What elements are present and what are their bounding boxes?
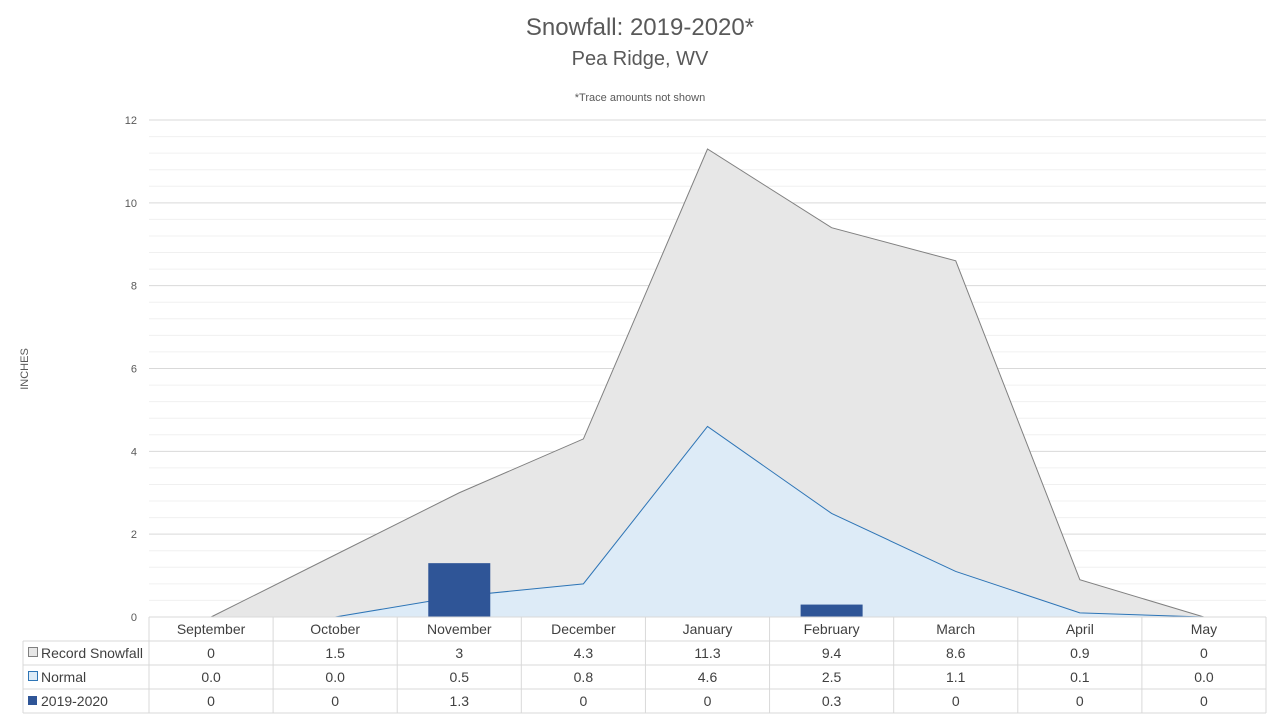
- table-cell: 0.1: [1070, 669, 1090, 685]
- y-tick-label: 12: [125, 115, 137, 127]
- table-cell: 0.0: [325, 669, 345, 685]
- category-label: February: [804, 621, 860, 637]
- table-cell: 9.4: [822, 645, 842, 661]
- legend-label: Record Snowfall: [41, 645, 143, 661]
- table-cell: 0: [952, 693, 960, 709]
- table-cell: 4.3: [574, 645, 594, 661]
- y-tick-label: 8: [131, 281, 137, 293]
- table-cell: 0: [331, 693, 339, 709]
- table-cell: 1.1: [946, 669, 966, 685]
- chart-title: Snowfall: 2019-2020*: [526, 14, 754, 41]
- data-table: September October November December January F…: [22, 616, 1267, 714]
- table-cell: 8.6: [946, 645, 966, 661]
- chart-subtitle: Pea Ridge, WV: [572, 48, 709, 70]
- y-axis-ticks: 0 2 4 6 8 10 12: [125, 115, 137, 624]
- category-label: May: [1191, 621, 1217, 637]
- legend-key: [28, 647, 38, 657]
- legend-key: [28, 696, 37, 705]
- legend-key: [28, 671, 38, 681]
- table-cell: 1.3: [450, 693, 470, 709]
- table-cell: 0: [579, 693, 587, 709]
- table-cell: 0.8: [574, 669, 594, 685]
- legend-label: 2019-2020: [41, 693, 108, 709]
- area-record-snowfall: [211, 148, 1204, 617]
- table-cell: 11.3: [694, 645, 720, 661]
- y-tick-label: 4: [131, 446, 137, 458]
- category-label: November: [427, 621, 492, 637]
- y-axis-label: INCHES: [19, 348, 31, 390]
- category-label: April: [1066, 621, 1094, 637]
- table-cell: 0.3: [822, 693, 842, 709]
- legend-label: Normal: [41, 669, 86, 685]
- bar-february: [800, 604, 863, 617]
- bar-november: [428, 563, 491, 617]
- line-record-snowfall: [210, 148, 1205, 618]
- table-cell: 4.6: [698, 669, 718, 685]
- y-tick-label: 0: [131, 612, 137, 624]
- table-cell: 1.5: [325, 645, 345, 661]
- table-cell: 0.0: [201, 669, 221, 685]
- y-tick-label: 10: [125, 198, 137, 210]
- table-cell: 3: [455, 645, 463, 661]
- y-tick-label: 6: [131, 364, 137, 376]
- y-tick-label: 2: [131, 529, 137, 541]
- table-cell: 0.5: [450, 669, 470, 685]
- category-label: December: [551, 621, 616, 637]
- chart-note: *Trace amounts not shown: [575, 92, 705, 104]
- area-normal: [211, 426, 1204, 617]
- table-cell: 0: [1200, 693, 1208, 709]
- table-cell: 0: [704, 693, 712, 709]
- table-cell: 0.9: [1070, 645, 1090, 661]
- line-normal: [211, 425, 1204, 618]
- category-label: March: [936, 621, 975, 637]
- area-series: [210, 148, 1205, 618]
- table-cell: 0: [207, 693, 215, 709]
- table-cell: 0: [1076, 693, 1084, 709]
- table-cell: 0.0: [1194, 669, 1214, 685]
- bar-series: [428, 563, 863, 617]
- category-label: October: [310, 621, 360, 637]
- table-cell: 0: [1200, 645, 1208, 661]
- table-cell: 2.5: [822, 669, 842, 685]
- category-label: January: [683, 621, 733, 637]
- category-label: September: [177, 621, 246, 637]
- table-cell: 0: [207, 645, 215, 661]
